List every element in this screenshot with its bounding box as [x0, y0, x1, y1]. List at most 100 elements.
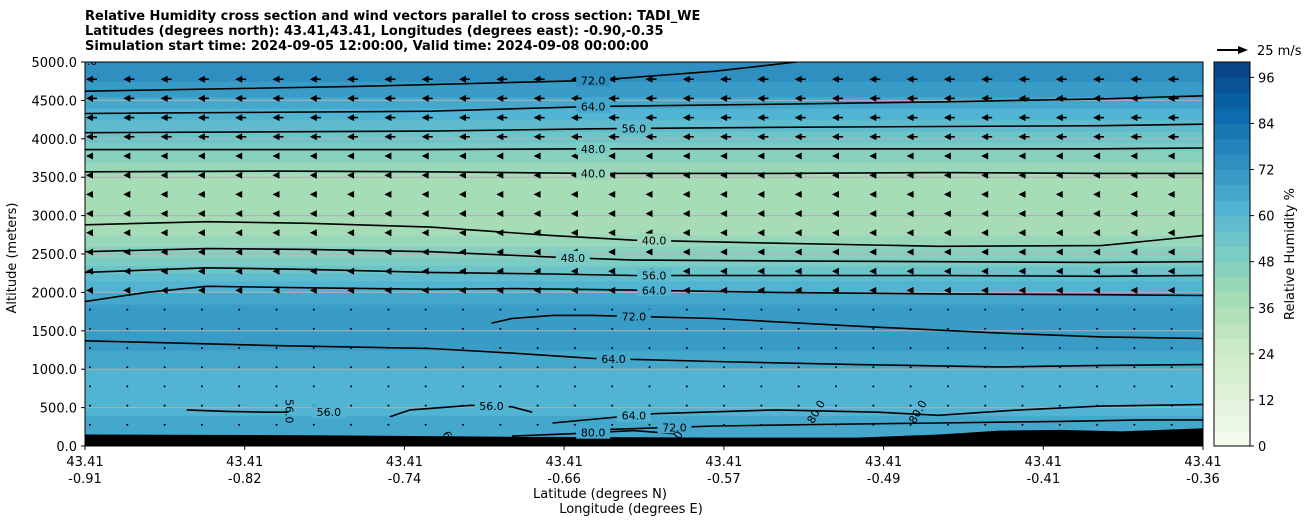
- wind-vector-arrow: [1055, 94, 1063, 102]
- wind-vector-dot: [350, 404, 353, 407]
- wind-vector-dot: [872, 366, 875, 369]
- wind-vector-arrow: [608, 210, 616, 218]
- wind-vector-arrow: [869, 75, 877, 83]
- wind-vector-arrow: [869, 210, 877, 218]
- contour-label-bg: [637, 283, 672, 297]
- wind-vector-dot: [126, 404, 129, 407]
- wind-vector-arrow: [123, 94, 131, 102]
- wind-vector-dot: [200, 347, 203, 349]
- colorbar-tick-label: 84: [1258, 117, 1275, 132]
- wind-vector-arrow: [384, 248, 392, 256]
- wind-vector-arrow: [272, 133, 280, 141]
- wind-vector-arrow: [1130, 210, 1138, 218]
- wind-vector-arrow: [1018, 286, 1026, 294]
- wind-vector-arrow: [1055, 171, 1063, 179]
- wind-vector-dot: [1058, 327, 1061, 330]
- colorbar-tick-label: 36: [1258, 302, 1275, 317]
- wind-vector-dot: [1133, 366, 1136, 369]
- wind-vector-dot: [387, 308, 390, 311]
- wind-vector-arrow: [794, 133, 802, 141]
- contour-label: 64.0: [601, 353, 626, 366]
- wind-vector-arrow: [645, 152, 653, 160]
- wind-vector-arrow: [496, 171, 504, 179]
- wind-vector-arrow: [347, 75, 355, 83]
- humidity-band: [85, 215, 1203, 221]
- wind-vector-dot: [648, 327, 651, 330]
- humidity-band: [85, 246, 1203, 251]
- contour-line: [491, 314, 1203, 340]
- wind-vector-arrow: [943, 114, 951, 122]
- wind-vector-arrow: [645, 114, 653, 122]
- wind-vector-dot: [350, 423, 353, 426]
- grid-lines: [85, 62, 1203, 446]
- wind-vector-arrow: [1018, 210, 1026, 218]
- contour-lines: [85, 62, 1203, 437]
- humidity-band: [85, 173, 1203, 178]
- wind-vector-dot: [536, 385, 539, 388]
- wind-vector-arrow: [832, 114, 839, 122]
- wind-vector-dot: [1170, 366, 1173, 369]
- humidity-band: [85, 62, 1203, 67]
- wind-vector-arrow: [1167, 267, 1175, 275]
- wind-vector-arrow: [384, 94, 392, 102]
- wind-vector-arrow: [682, 286, 690, 294]
- wind-vector-arrow: [570, 133, 578, 141]
- wind-vector-arrow: [86, 152, 93, 160]
- wind-vector-arrow: [384, 171, 392, 179]
- wind-vector-dot: [797, 404, 800, 407]
- humidity-band: [85, 111, 1203, 117]
- wind-vector-arrow: [160, 210, 168, 218]
- wind-vector-dot: [238, 347, 241, 349]
- wind-vector-arrow: [160, 114, 168, 122]
- wind-vector-arrow: [1205, 172, 1212, 179]
- humidity-band: [85, 77, 1203, 82]
- wind-vector-arrow: [1093, 75, 1101, 83]
- wind-vector-dot: [1021, 366, 1024, 369]
- humidity-band: [85, 69, 1203, 75]
- humidity-band: [85, 154, 1203, 159]
- wind-vector-arrow: [1055, 152, 1063, 160]
- y-tick-label: 2000.0: [32, 286, 78, 301]
- wind-vector-arrow: [1167, 94, 1175, 102]
- wind-vector-arrow: [496, 94, 504, 102]
- wind-vector-dot: [126, 347, 129, 349]
- wind-vector-arrow: [533, 248, 541, 256]
- colorbar-band: [1214, 415, 1250, 432]
- wind-vector-dot: [424, 366, 427, 369]
- x-tick-label-lat: 43.41: [546, 455, 583, 470]
- wind-vector-dot: [312, 423, 315, 426]
- humidity-band: [85, 108, 1203, 113]
- wind-vector-dot: [1208, 366, 1210, 368]
- wind-vector-arrow: [1205, 229, 1212, 236]
- wind-vector-arrow: [1018, 171, 1026, 179]
- wind-vector-arrow: [384, 210, 392, 218]
- humidity-band: [85, 384, 1203, 389]
- wind-vector-dot: [424, 385, 427, 388]
- wind-vector-arrow: [608, 248, 616, 256]
- wind-vector-arrow: [197, 267, 205, 275]
- wind-vector-arrow: [86, 267, 93, 275]
- wind-vector-arrow: [272, 171, 280, 179]
- x-tick-label-lon: -0.41: [1026, 472, 1060, 487]
- wind-vector-arrow: [906, 229, 914, 237]
- wind-vector-arrow: [309, 152, 317, 160]
- wind-vector-arrow: [459, 229, 466, 237]
- wind-vector-arrow: [533, 94, 541, 102]
- wind-vector-dot: [350, 385, 353, 388]
- wind-vector-arrow: [1018, 133, 1026, 141]
- humidity-band: [85, 346, 1203, 351]
- colorbar-band: [1214, 338, 1250, 355]
- wind-vector-dot: [573, 423, 576, 426]
- wind-vector-dot: [499, 423, 502, 426]
- wind-vector-arrow: [981, 133, 989, 141]
- wind-vector-arrow: [235, 229, 243, 237]
- wind-vector-dot: [760, 308, 763, 311]
- wind-vector-arrow: [272, 152, 280, 160]
- humidity-band: [85, 115, 1203, 121]
- contour-line: [85, 123, 1203, 134]
- wind-vector-arrow: [347, 210, 355, 218]
- wind-vector-arrow: [645, 133, 653, 141]
- y-tick-label: 3500.0: [32, 171, 78, 186]
- wind-vector-arrow: [197, 114, 205, 122]
